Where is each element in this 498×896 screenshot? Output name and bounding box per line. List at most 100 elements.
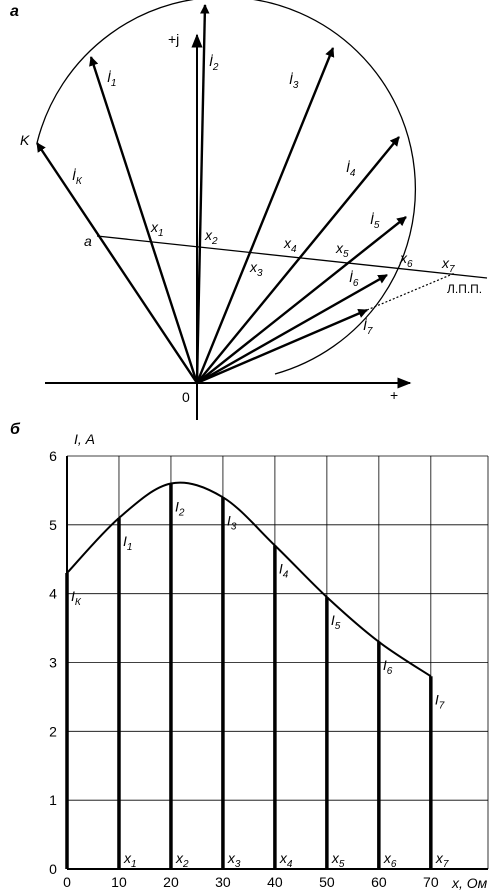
x-tick-label: 10 [111, 874, 127, 890]
label-main: x [175, 850, 184, 866]
label-main: İ [363, 317, 368, 333]
bar-label: I5 [331, 612, 341, 632]
y-tick-label: 6 [49, 448, 57, 464]
label-main: x [383, 850, 392, 866]
label-sub: 3 [235, 859, 241, 870]
label-sub: 4 [350, 168, 356, 179]
label-sub: 3 [257, 268, 263, 279]
bar-label: I7 [435, 691, 445, 711]
x-label: x1 [123, 850, 137, 870]
x-tick-label: 40 [267, 874, 283, 890]
bar-label: I2 [175, 499, 185, 519]
label-sub: 6 [391, 859, 397, 870]
current-curve [66, 481, 432, 678]
y-tick-label: 4 [49, 586, 57, 602]
label-main: I [123, 533, 127, 549]
label-main: İ [370, 211, 375, 227]
x-tick-label: 20 [163, 874, 179, 890]
label-main: I [331, 612, 335, 628]
panel-label: а [10, 3, 19, 20]
label-main: x [399, 250, 408, 266]
label-main: İ [289, 71, 294, 87]
distance-label: x4 [283, 235, 297, 255]
circle-arc [36, 0, 417, 375]
label-sub: 5 [335, 621, 341, 632]
x-tick-label: 70 [423, 874, 439, 890]
current-label: İ5 [370, 211, 380, 231]
x-label: x5 [331, 850, 345, 870]
label-sub: К [75, 597, 82, 608]
x-tick-label: 60 [371, 874, 387, 890]
label-sub: 7 [449, 264, 455, 275]
label-main: x [249, 259, 258, 275]
label-main: İ [346, 159, 351, 175]
current-vector [196, 273, 388, 385]
y-tick-label: 3 [49, 655, 57, 671]
distance-label: x7 [441, 255, 455, 275]
current-label: İ6 [349, 269, 359, 289]
label-main: I [383, 657, 387, 673]
y-tick-label: 2 [49, 723, 57, 739]
current-label: İ1 [107, 69, 116, 89]
label-sub: 1 [131, 859, 137, 870]
label-sub: 6 [387, 666, 393, 677]
label-sub: 3 [231, 521, 237, 532]
label-main: İ [72, 167, 77, 183]
bar-label: I3 [227, 512, 237, 532]
distance-label: x3 [249, 259, 263, 279]
origin-label: 0 [182, 389, 190, 405]
bar-label: I6 [383, 657, 393, 677]
distance-label: x6 [399, 250, 413, 270]
label-sub: 4 [283, 569, 289, 580]
current-label: İ2 [209, 53, 219, 73]
label-main: I [227, 512, 231, 528]
label-sub: 7 [367, 326, 373, 337]
x-tick-label: 30 [215, 874, 231, 890]
label-sub: 2 [178, 508, 185, 519]
x-label: x6 [383, 850, 397, 870]
bar-label: I1 [123, 533, 132, 553]
label-main: I [175, 499, 179, 515]
label-main: x [335, 240, 344, 256]
y-tick-label: 0 [49, 861, 57, 877]
y-axis-label: I, А [74, 431, 95, 447]
x-tick-label: 0 [63, 874, 71, 890]
current-vector [196, 308, 368, 385]
label-sub: К [76, 176, 83, 187]
label-main: x [331, 850, 340, 866]
bar-label: IК [71, 588, 82, 608]
current-vector [89, 56, 199, 384]
label-sub: 1 [127, 542, 133, 553]
label-sub: 1 [158, 228, 164, 239]
label-main: İ [349, 269, 354, 285]
y-tick-label: 5 [49, 517, 57, 533]
label-sub: 2 [182, 859, 189, 870]
label-sub: 4 [291, 244, 297, 255]
label-main: x [227, 850, 236, 866]
point-label: a [84, 233, 92, 249]
label-sub: 5 [343, 249, 349, 260]
label-sub: 2 [211, 236, 218, 247]
label-sub: 4 [287, 859, 293, 870]
label-sub: 6 [353, 278, 359, 289]
current-vector [195, 47, 335, 384]
bar-label: I4 [279, 560, 289, 580]
current-vector [196, 216, 407, 384]
label-main: x [283, 235, 292, 251]
x-label: x7 [435, 850, 449, 870]
x-label: x2 [175, 850, 189, 870]
current-label: İК [72, 167, 83, 187]
label-sub: 5 [339, 859, 345, 870]
current-vector [195, 4, 210, 384]
label-sub: 7 [439, 700, 445, 711]
label-sub: 2 [212, 62, 219, 73]
current-label: İ7 [363, 317, 373, 337]
label-sub: 3 [293, 80, 299, 91]
label-main: I [435, 691, 439, 707]
line-label: Л.П.П. [447, 282, 482, 296]
label-sub: 5 [374, 220, 380, 231]
load-line [96, 235, 488, 279]
distance-label: x2 [204, 227, 218, 247]
